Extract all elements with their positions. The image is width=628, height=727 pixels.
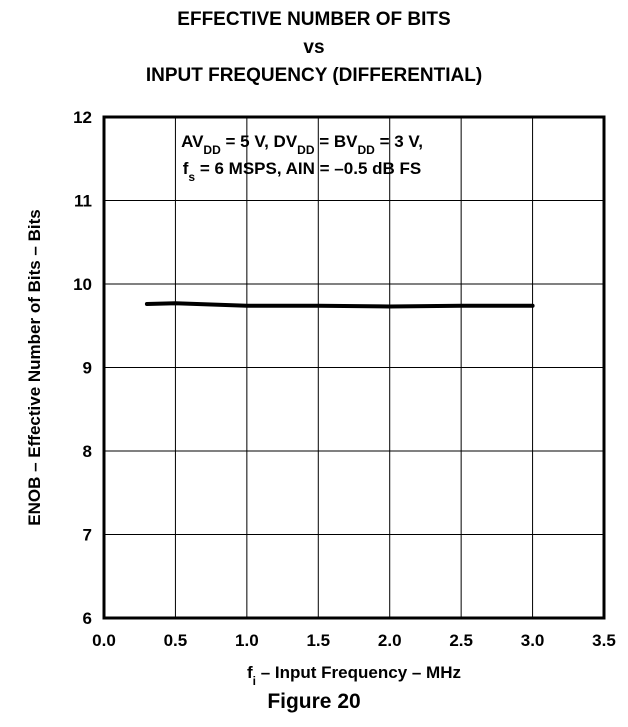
plot-frame: [102, 115, 606, 620]
y-tick-label: 11: [74, 192, 92, 211]
chart-title-line-3: INPUT FREQUENCY (DIFFERENTIAL): [145, 65, 483, 86]
x-axis-label: fi – Input Frequency – MHz: [247, 663, 461, 688]
x-tick-label: 1.0: [235, 631, 259, 650]
y-tick-label: 9: [83, 359, 92, 378]
chart-title-line-1: EFFECTIVE NUMBER OF BITS: [177, 9, 451, 30]
x-tick-label: 1.5: [306, 631, 330, 650]
x-tick-labels: 0.0 0.5 1.0 1.5 2.0 2.5 3.0 3.5: [92, 631, 616, 650]
x-tick-label: 0.5: [164, 631, 188, 650]
y-tick-label: 12: [73, 108, 92, 127]
y-tick-labels: 6 7 8 9 10 11 12: [73, 108, 92, 628]
chart-title-line-2: vs: [303, 37, 325, 58]
annotation-line-2: fs = 6 MSPS, AIN = –0.5 dB FS: [183, 159, 421, 184]
y-tick-label: 8: [83, 442, 92, 461]
x-tick-label: 3.5: [592, 631, 616, 650]
enob-series-line: [144, 301, 535, 309]
grid-lines: [103, 116, 605, 619]
y-tick-label: 6: [83, 609, 92, 628]
figure-caption: Figure 20: [267, 690, 361, 713]
y-axis-label: ENOB – Effective Number of Bits – Bits: [25, 209, 44, 525]
x-tick-label: 2.0: [378, 631, 402, 650]
y-tick-label: 10: [73, 275, 92, 294]
x-tick-label: 0.0: [92, 631, 116, 650]
x-tick-label: 2.5: [449, 631, 473, 650]
x-tick-label: 3.0: [521, 631, 545, 650]
annotation-line-1: AVDD = 5 V, DVDD = BVDD = 3 V,: [181, 132, 423, 157]
y-tick-label: 7: [83, 526, 92, 545]
